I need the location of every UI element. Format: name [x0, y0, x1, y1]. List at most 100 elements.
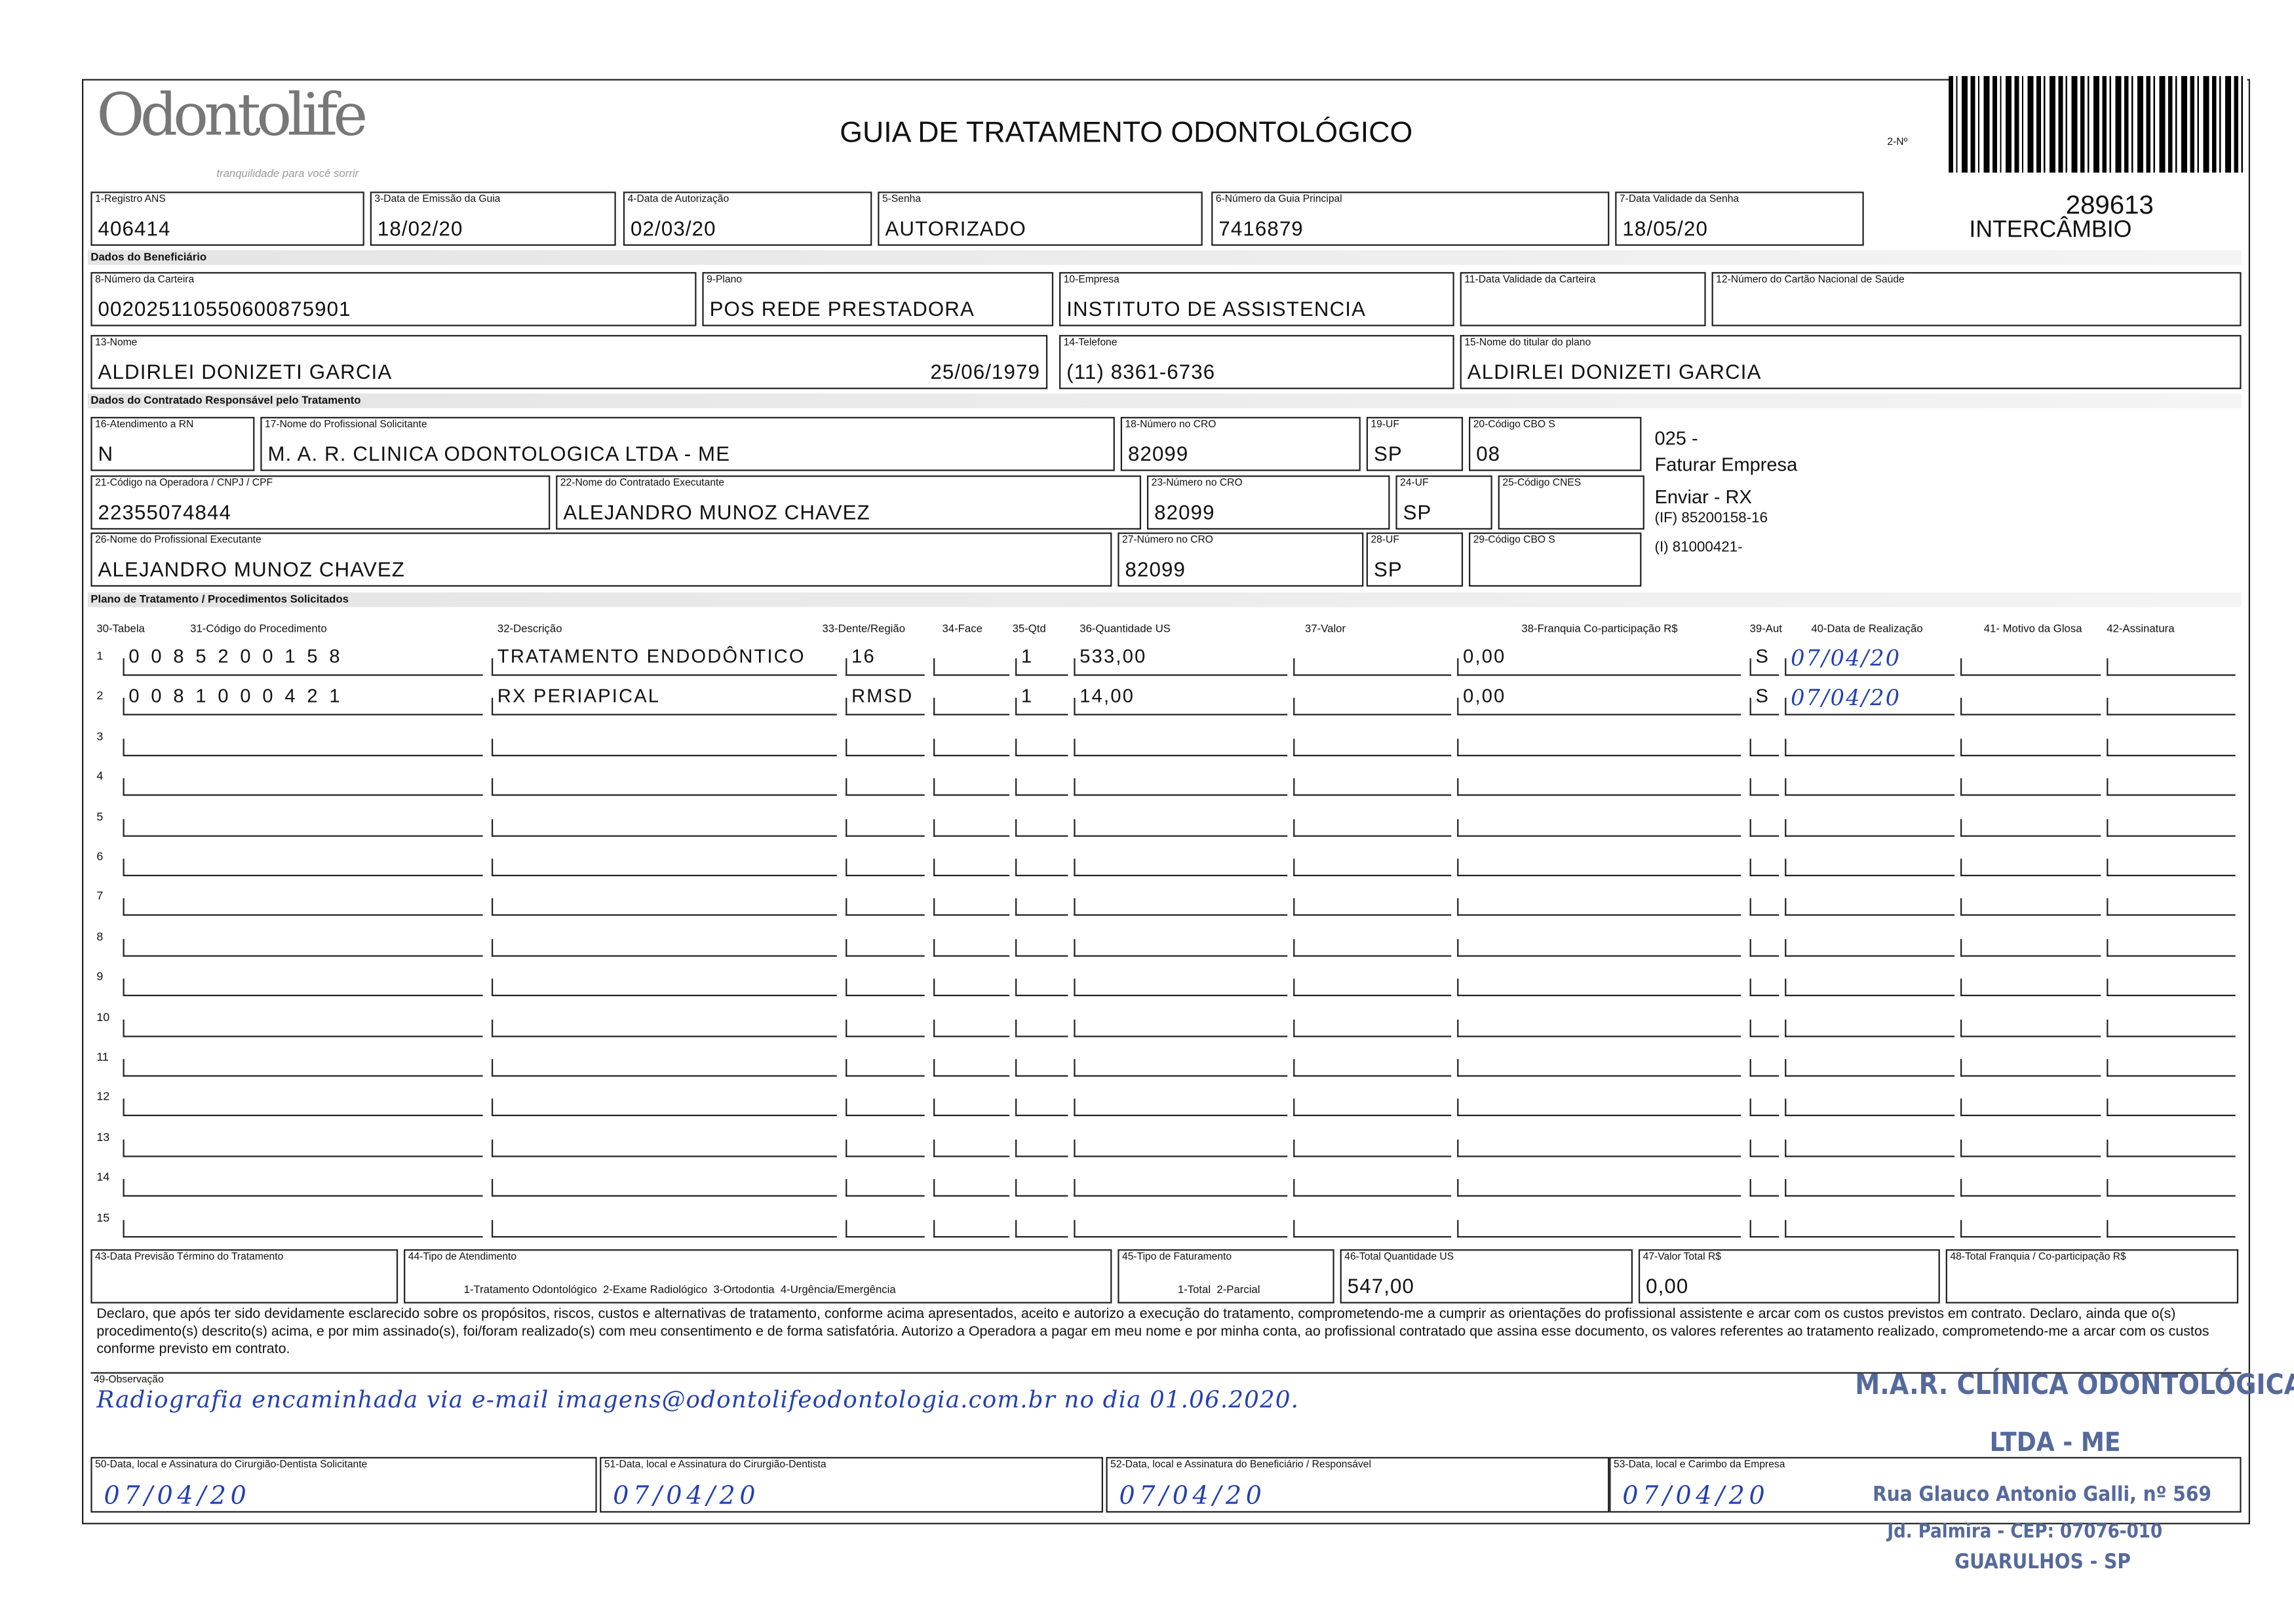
- field-label: 15-Nome do titular do plano: [1464, 338, 1591, 349]
- signature-box: 50-Data, local e Assinatura do Cirurgião…: [90, 1457, 597, 1513]
- row-number: 2: [96, 689, 104, 703]
- row-cell: [123, 658, 483, 676]
- signature-box: 53-Data, local e Carimbo da Empresa 07/04…: [1609, 1457, 2242, 1513]
- row-cell: [491, 738, 837, 756]
- row-cell: [846, 1099, 925, 1117]
- row-cell: [1074, 1059, 1288, 1077]
- field-value: 18/05/20: [1622, 216, 1708, 241]
- logo: Odontolife: [96, 81, 368, 149]
- row-copay: 0,00: [1463, 645, 1506, 667]
- row-cell: [1074, 859, 1288, 877]
- row-cell: [1960, 698, 2101, 716]
- stamp-line: GUARULHOS - SP: [1954, 1551, 2131, 1574]
- stamp-line: LTDA - ME: [1989, 1427, 2121, 1459]
- row-cell: [2107, 859, 2236, 877]
- row-cell: [1015, 658, 1068, 676]
- row-cell: [1015, 1179, 1068, 1197]
- birth-date: 25/06/1979: [930, 360, 1041, 383]
- field-box: 24-UF SP: [1395, 475, 1492, 530]
- row-number: 15: [96, 1210, 110, 1224]
- row-cell: [1457, 778, 1741, 796]
- field-box: 7-Data Validade da Senha 18/05/20: [1615, 191, 1864, 246]
- note: Enviar - RX: [1654, 486, 1752, 508]
- field-value: 002025110550600875901: [98, 297, 351, 320]
- row-cell: [846, 698, 925, 716]
- row-cell: [1457, 1099, 1741, 1117]
- field-value: 08: [1476, 442, 1501, 465]
- row-cell: [1015, 978, 1068, 997]
- row-cell: [1457, 1139, 1741, 1157]
- field-label: 53-Data, local e Carimbo da Empresa: [1614, 1460, 1785, 1471]
- row-cell: [491, 899, 837, 917]
- row-description: RX PERIAPICAL: [497, 685, 661, 707]
- row-cell: [2107, 1099, 2236, 1117]
- row-cell: [1293, 899, 1452, 917]
- field-box: 21-Código na Operadora / CNPJ / CPF 22355…: [90, 475, 551, 530]
- field-box: 9-Plano POS REDE PRESTADORA: [702, 272, 1054, 326]
- field-value: 0,00: [1646, 1274, 1689, 1298]
- field-value: 82099: [1154, 500, 1215, 524]
- field-box: 29-Código CBO S: [1469, 532, 1642, 587]
- row-cell: [1749, 698, 1779, 716]
- field-value: 406414: [98, 216, 171, 241]
- field-label: 28-UF: [1371, 535, 1399, 546]
- row-cell: [1015, 1059, 1068, 1077]
- row-cell: [846, 819, 925, 836]
- field-value: ALDIRLEI DONIZETI GARCIA: [98, 360, 393, 383]
- row-cell: [123, 859, 483, 877]
- row-cell: [2107, 1179, 2236, 1197]
- row-cell: [1074, 938, 1288, 957]
- row-cell: [846, 1219, 925, 1237]
- field-box: 15-Nome do titular do plano ALDIRLEI DONI…: [1460, 335, 2242, 389]
- field-label: 49-Observação: [93, 1375, 164, 1385]
- row-cell: [2107, 1059, 2236, 1077]
- row-cell: [1960, 819, 2101, 836]
- row-cell: [1457, 978, 1741, 997]
- row-cell: [846, 778, 925, 796]
- row-cell: [1960, 1139, 2101, 1157]
- section-header: Plano de Tratamento / Procedimentos Soli…: [87, 592, 2242, 608]
- row-cell: [1293, 819, 1452, 836]
- field-value: N: [98, 442, 114, 465]
- field-box: 44-Tipo de Atendimento 1-Tratamento Odont…: [404, 1249, 1112, 1304]
- row-cell: [1293, 938, 1452, 957]
- row-cell: [933, 859, 1010, 877]
- row-cell: [1785, 738, 1955, 756]
- field-value: 02/03/20: [631, 216, 716, 241]
- row-cell: [1293, 859, 1452, 877]
- field-box: 12-Número do Cartão Nacional de Saúde: [1711, 272, 2242, 326]
- row-cell: [2107, 938, 2236, 957]
- field-label: 22-Nome do Contratado Executante: [560, 478, 725, 489]
- row-cell: [933, 899, 1010, 917]
- field-label: 25-Código CNES: [1502, 478, 1582, 489]
- field-label: 29-Código CBO S: [1473, 535, 1555, 546]
- row-cell: [2107, 1219, 2236, 1237]
- row-cell: [123, 738, 483, 756]
- field-box: 48-Total Franquia / Co-participação R$: [1945, 1249, 2239, 1304]
- row-cell: [1785, 1018, 1955, 1037]
- row-cell: [1293, 1099, 1452, 1117]
- row-cell: [491, 1099, 837, 1117]
- table-header: 39-Aut: [1749, 621, 1782, 635]
- row-cell: [1015, 899, 1068, 917]
- field-value: 82099: [1125, 557, 1186, 581]
- field-value: ALEJANDRO MUNOZ CHAVEZ: [563, 500, 870, 524]
- field-label: 9-Plano: [707, 275, 742, 286]
- field-box: 18-Número no CRO 82099: [1120, 417, 1361, 471]
- row-cell: [491, 658, 837, 676]
- row-description: TRATAMENTO ENDODÔNTICO: [497, 645, 806, 667]
- field-value: 22355074844: [98, 500, 232, 524]
- row-tooth: 16: [851, 645, 876, 667]
- row-cell: [1293, 658, 1452, 676]
- field-label: 5-Senha: [882, 194, 922, 205]
- row-cell: [2107, 819, 2236, 836]
- row-cell: [1785, 819, 1955, 836]
- observation-box: 49-Observação Radiografia encaminhada vi…: [90, 1372, 2242, 1454]
- row-cell: [933, 1059, 1010, 1077]
- row-cell: [1960, 938, 2101, 957]
- row-cell: [1074, 1018, 1288, 1037]
- field-box: 8-Número da Carteira 00202511055060087590…: [90, 272, 697, 326]
- row-cell: [1749, 1018, 1779, 1037]
